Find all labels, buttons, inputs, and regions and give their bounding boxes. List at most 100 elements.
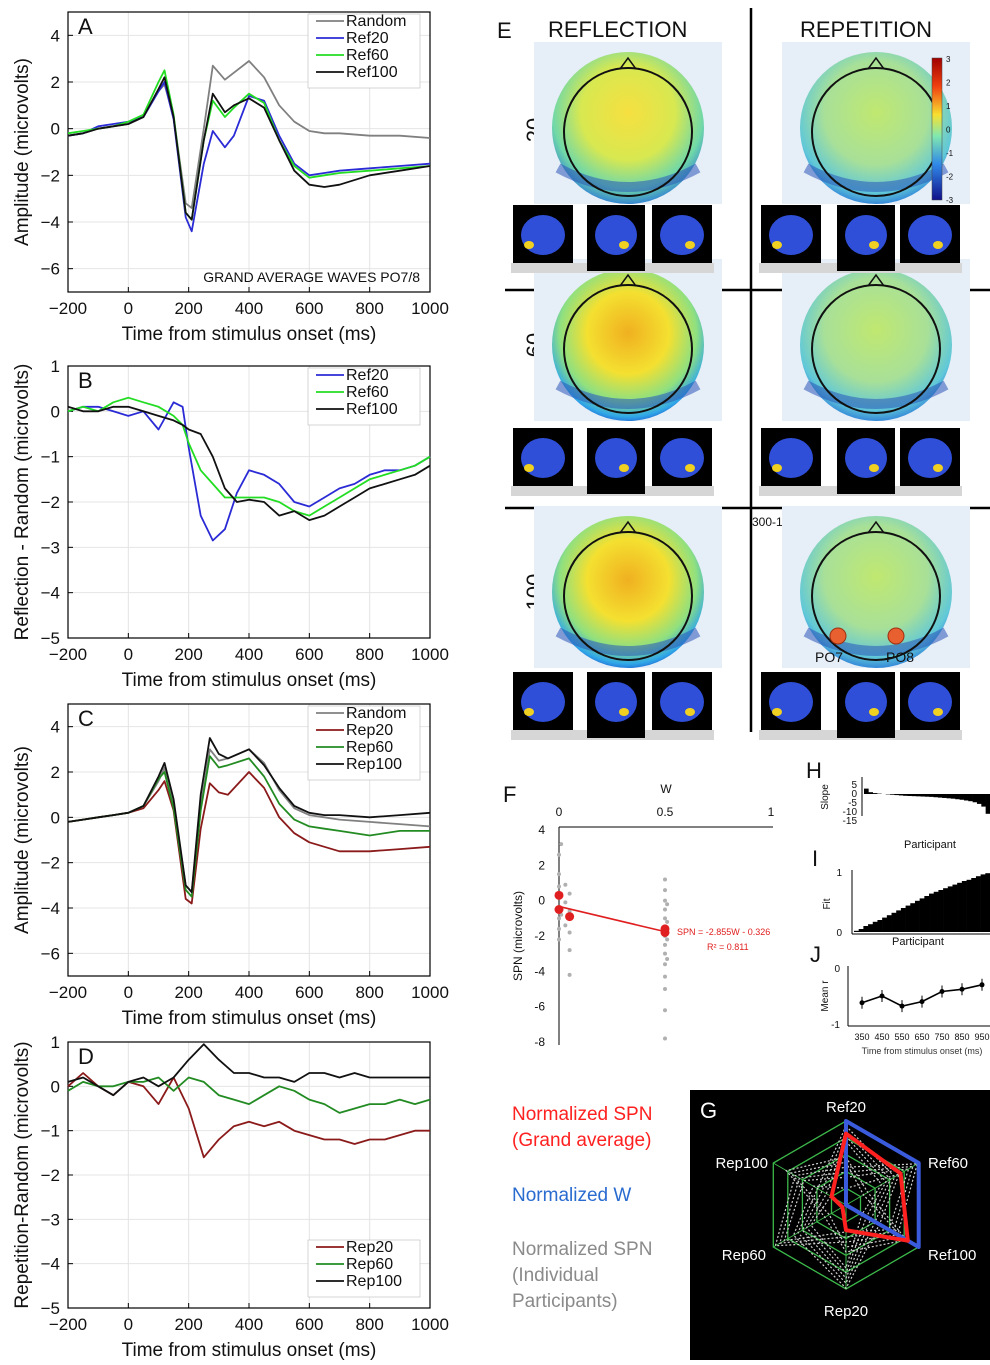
x-tick-label: 600	[295, 299, 323, 318]
slope-bar	[907, 794, 913, 796]
slope-bar	[929, 794, 934, 797]
fit-bar	[900, 908, 906, 932]
participant-dot	[663, 898, 667, 903]
participant-dot	[567, 948, 572, 953]
y-tick-label: −1	[41, 1122, 60, 1141]
panel-j-x-tick: 350	[854, 1032, 869, 1042]
series-line-rep100	[67, 737, 431, 893]
x-tick-label: 400	[235, 299, 263, 318]
scalp-map	[800, 52, 952, 204]
colorbar-ticks: 3 2 1 0 -1 -2 -3	[946, 55, 954, 205]
colorbar-tick-label: 0	[946, 126, 951, 135]
x-tick-label: 0	[124, 1315, 133, 1334]
x-tick-label: 1000	[411, 645, 449, 664]
mean-point	[660, 927, 670, 937]
panel-g-radar: G Ref20 Ref60 Ref100 Rep20 Rep60 Rep100	[690, 1090, 990, 1360]
slope-bar	[946, 794, 952, 799]
brain-shape	[908, 438, 952, 478]
slope-bar	[933, 794, 939, 798]
panel-h-y-tick: -15	[843, 816, 858, 827]
brain-shape	[521, 215, 565, 255]
brain-shape	[845, 682, 887, 722]
series-line-ref60	[67, 69, 431, 221]
panel-hij: H50-5-10-15SlopeParticipantI10FitPartici…	[806, 758, 990, 1056]
slope-bar	[950, 794, 956, 799]
fit-bar	[933, 891, 939, 932]
panel-c-chart: −200 0 200 400 600 800 1000 4 2 0 −2 −4 −6 Time from …	[12, 703, 449, 1029]
panel-e-maps: E REFLECTION REPETITION 20 60 100 300-10…	[497, 8, 990, 740]
y-tick-label: −1	[41, 448, 60, 467]
legend-label: Random	[346, 705, 406, 722]
nose-outline	[619, 273, 637, 287]
panel-label: C	[78, 706, 94, 731]
po8-label: PO8	[886, 649, 914, 665]
panel-f-x-tick: 1	[768, 805, 775, 819]
x-tick-label: 600	[295, 983, 323, 1002]
colorbar-gradient	[931, 57, 943, 201]
brain-shape	[521, 438, 565, 478]
po7-label: PO7	[815, 649, 843, 665]
brain-shape	[908, 215, 952, 255]
x-tick-label: 400	[235, 645, 263, 664]
scalp-map	[800, 269, 952, 421]
panel-j-y-tick: 0	[834, 964, 840, 975]
mean-r-point	[899, 1003, 905, 1009]
brain-hotspot	[524, 464, 534, 472]
participant-dot	[663, 888, 667, 893]
series-line-ref100	[67, 405, 431, 521]
panel-label: A	[78, 14, 93, 39]
legend-label: Rep20	[346, 1239, 393, 1256]
x-axis-label: Time from stimulus onset (ms)	[122, 324, 377, 345]
brain-hotspot	[869, 464, 879, 472]
participant-dot	[557, 884, 561, 889]
participant-dot	[557, 872, 561, 877]
y-tick-label: 0	[51, 1077, 60, 1096]
head-outline	[811, 284, 941, 414]
panel-h-y-tick: 0	[851, 789, 857, 800]
fit-bar	[882, 917, 888, 932]
scalp-occipital-region	[555, 380, 701, 409]
panel-f-y-tick: -4	[534, 964, 545, 978]
x-tick-label: 200	[174, 983, 202, 1002]
colorbar-tick-label: 2	[946, 79, 951, 88]
brain-shape	[845, 215, 887, 255]
y-tick-label: −3	[41, 1210, 60, 1229]
colorbar-tick-label: 1	[946, 102, 951, 111]
brain-hotspot	[524, 241, 534, 249]
panel-j-x-tick: 450	[874, 1032, 889, 1042]
y-tick-label: −5	[41, 1299, 60, 1318]
participant-dot	[663, 1036, 667, 1041]
slope-bar	[911, 794, 917, 797]
legend-box	[307, 13, 421, 89]
legend-label: Rep60	[346, 1256, 393, 1273]
scalp-map	[552, 269, 704, 421]
colorbar-tick-label: -1	[946, 149, 954, 158]
head-outline	[563, 531, 693, 661]
slope-bar	[898, 794, 904, 796]
slope-bar	[981, 794, 986, 807]
fit-bar	[858, 929, 864, 932]
brain-shape	[660, 438, 704, 478]
x-tick-label: 0	[124, 299, 133, 318]
panel-j-x-tick: 550	[894, 1032, 909, 1042]
head-outline	[811, 531, 941, 661]
participant-dot	[567, 891, 572, 896]
slope-bar	[985, 794, 990, 814]
colorbar-tick-label: 3	[946, 55, 951, 64]
legend-spn-line2: (Grand average)	[512, 1130, 651, 1151]
fit-bar	[896, 910, 902, 932]
fit-bar	[980, 874, 986, 932]
fit-bar	[985, 873, 990, 932]
x-tick-label: 200	[174, 645, 202, 664]
x-tick-label: 1000	[411, 1315, 449, 1334]
electrode-markers: PO7 PO8	[815, 627, 914, 665]
fit-bar	[891, 912, 897, 932]
legend-label: Ref20	[346, 367, 389, 384]
panel-f-label: F	[503, 782, 516, 807]
panel-f-x-tick: 0.5	[657, 805, 674, 819]
brain-hotspot	[772, 241, 782, 249]
panel-j-label: J	[810, 942, 821, 967]
panel-e-label: E	[497, 18, 512, 43]
